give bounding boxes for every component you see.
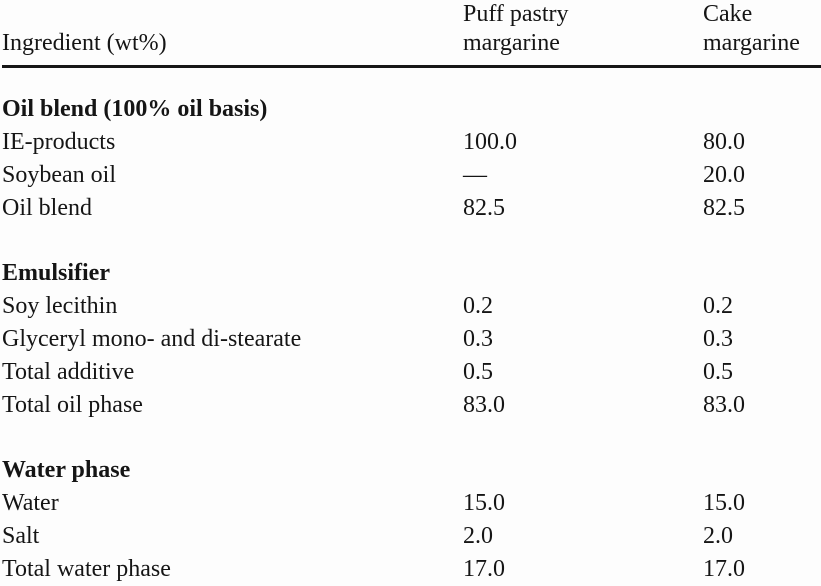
column-header-puff-pastry-margarine: Puff pastry margarine	[463, 1, 569, 56]
cell-puff-pastry-value: 82.5	[463, 195, 505, 221]
cell-ingredient: Total water phase	[2, 556, 171, 582]
cell-cake-value: 0.3	[703, 326, 733, 352]
table-row: Salt 2.0 2.0	[2, 520, 821, 553]
section-title-emulsifier: Emulsifier	[2, 260, 110, 286]
cell-cake-value: 80.0	[703, 129, 745, 155]
section-title-water-phase: Water phase	[2, 457, 131, 483]
cell-cake-value: 17.0	[703, 556, 745, 582]
table-header-row: Ingredient (wt%) Puff pastry margarine C…	[2, 0, 821, 68]
table-row: Oil blend 82.5 82.5	[2, 192, 821, 225]
cell-cake-value: 15.0	[703, 490, 745, 516]
cell-cake-value: 0.2	[703, 293, 733, 319]
cell-puff-pastry-value: 83.0	[463, 392, 505, 418]
table-row: Glyceryl mono- and di-stearate 0.3 0.3	[2, 323, 821, 356]
cell-cake-value: 82.5	[703, 195, 745, 221]
cell-puff-pastry-value: 0.3	[463, 326, 493, 352]
cell-puff-pastry-value: 0.2	[463, 293, 493, 319]
cell-puff-pastry-value: 0.5	[463, 359, 493, 385]
cell-ingredient: Oil blend	[2, 195, 92, 221]
section-spacer	[2, 422, 821, 454]
cell-ingredient: Soybean oil	[2, 162, 116, 188]
cell-cake-value: 83.0	[703, 392, 745, 418]
cell-puff-pastry-value: 2.0	[463, 523, 493, 549]
cell-ingredient: Glyceryl mono- and di-stearate	[2, 326, 302, 352]
cell-cake-value: 0.5	[703, 359, 733, 385]
column-header-ingredient: Ingredient (wt%)	[2, 30, 167, 56]
cell-ingredient: Water	[2, 490, 59, 516]
cell-ingredient: Total additive	[2, 359, 135, 385]
table-row: Water 15.0 15.0	[2, 487, 821, 520]
table-row: Total oil phase 83.0 83.0	[2, 389, 821, 422]
cell-ingredient: Total oil phase	[2, 392, 143, 418]
table-row: Total additive 0.5 0.5	[2, 356, 821, 389]
column-header-cake-margarine: Cake margarine	[703, 1, 800, 56]
table-body: Oil blend (100% oil basis) IE-products 1…	[2, 68, 821, 586]
table-row: Total water phase 17.0 17.0	[2, 553, 821, 586]
cell-cake-value: 2.0	[703, 523, 733, 549]
cell-puff-pastry-value: 15.0	[463, 490, 505, 516]
cell-ingredient: Salt	[2, 523, 40, 549]
table-row: Soy lecithin 0.2 0.2	[2, 290, 821, 323]
cell-puff-pastry-value: —	[463, 162, 487, 188]
section-spacer	[2, 225, 821, 257]
section-title-oil-blend: Oil blend (100% oil basis)	[2, 96, 268, 122]
cell-puff-pastry-value: 100.0	[463, 129, 517, 155]
cell-puff-pastry-value: 17.0	[463, 556, 505, 582]
table-row: IE-products 100.0 80.0	[2, 126, 821, 159]
cell-cake-value: 20.0	[703, 162, 745, 188]
cell-ingredient: IE-products	[2, 129, 116, 155]
table-row: Soybean oil — 20.0	[2, 159, 821, 192]
cell-ingredient: Soy lecithin	[2, 293, 118, 319]
